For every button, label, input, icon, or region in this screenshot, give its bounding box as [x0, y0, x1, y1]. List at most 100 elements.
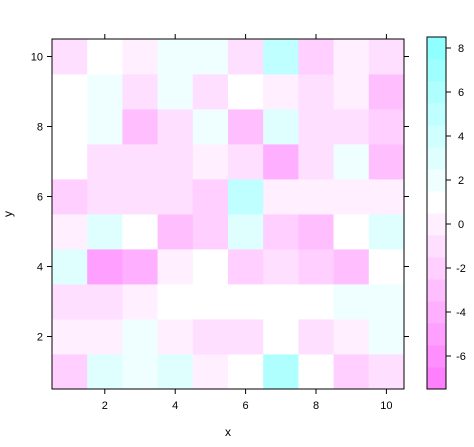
heatmap-cell: [122, 284, 158, 320]
heatmap-cell: [263, 284, 299, 320]
heatmap-cell: [368, 249, 405, 285]
y-tick-label: 2: [37, 332, 43, 344]
heatmap-cells: [52, 39, 405, 390]
colorbar-segment: [427, 301, 446, 324]
x-tick-label: 2: [102, 400, 108, 412]
heatmap-cell: [368, 179, 405, 215]
colorbar-segment: [427, 257, 446, 280]
heatmap-cell: [298, 249, 334, 285]
heatmap-cell: [368, 39, 405, 75]
heatmap-cell: [192, 39, 229, 75]
heatmap-cell: [192, 144, 229, 180]
heatmap-cell: [192, 284, 229, 320]
heatmap-cell: [263, 109, 299, 145]
heatmap-cell: [298, 39, 334, 75]
heatmap-cell: [157, 319, 194, 355]
colorbar-tick-label: -6: [456, 351, 466, 363]
colorbar-segment: [427, 191, 446, 214]
heatmap-cell: [228, 249, 264, 285]
heatmap-cell: [263, 354, 299, 390]
heatmap-cell: [52, 249, 88, 285]
heatmap-cell: [52, 284, 88, 320]
heatmap-cell: [228, 109, 264, 145]
colorbar-segment: [427, 235, 446, 258]
heatmap-cell: [192, 319, 229, 355]
x-tick-label: 8: [313, 400, 319, 412]
heatmap-cell: [263, 144, 299, 180]
colorbar-segment: [427, 59, 446, 82]
heatmap-cell: [52, 144, 88, 180]
colorbar-tick-label: -4: [456, 307, 466, 319]
heatmap-cell: [333, 284, 370, 320]
heatmap-cell: [157, 109, 194, 145]
heatmap-cell: [52, 319, 88, 355]
colorbar-tick-label: 4: [458, 131, 464, 143]
heatmap-cell: [192, 109, 229, 145]
heatmap-cell: [368, 284, 405, 320]
heatmap-cell: [298, 319, 334, 355]
heatmap-cell: [368, 319, 405, 355]
heatmap-cell: [298, 354, 334, 390]
heatmap-cell: [122, 74, 158, 110]
heatmap-cell: [368, 109, 405, 145]
heatmap-cell: [157, 249, 194, 285]
heatmap-cell: [298, 284, 334, 320]
heatmap-cell: [263, 39, 299, 75]
heatmap-cell: [192, 214, 229, 250]
heatmap-cell: [122, 39, 158, 75]
heatmap-cell: [333, 179, 370, 215]
heatmap-cell: [157, 74, 194, 110]
heatmap-cell: [263, 319, 299, 355]
heatmap-cell: [333, 249, 370, 285]
heatmap-cell: [263, 179, 299, 215]
heatmap-cell: [87, 319, 123, 355]
colorbar-segment: [427, 103, 446, 126]
heatmap-cell: [87, 249, 123, 285]
heatmap-cell: [333, 144, 370, 180]
heatmap-cell: [368, 144, 405, 180]
heatmap-cell: [52, 74, 88, 110]
heatmap-cell: [298, 109, 334, 145]
heatmap-cell: [333, 74, 370, 110]
heatmap-cell: [192, 74, 229, 110]
heatmap-cell: [122, 144, 158, 180]
heatmap-cell: [157, 354, 194, 390]
plot-frame: [51, 38, 405, 390]
y-tick-label: 6: [37, 192, 43, 204]
heatmap-cell: [87, 354, 123, 390]
heatmap-cell: [228, 354, 264, 390]
heatmap-cell: [122, 109, 158, 145]
x-tick-label: 10: [380, 400, 392, 412]
heatmap-cell: [228, 74, 264, 110]
heatmap-cell: [192, 179, 229, 215]
heatmap-cell: [228, 214, 264, 250]
y-tick-label: 4: [37, 262, 43, 274]
heatmap-cell: [368, 74, 405, 110]
heatmap-cell: [52, 39, 88, 75]
heatmap-cell: [228, 39, 264, 75]
heatmap-cell: [122, 179, 158, 215]
heatmap-cell: [157, 214, 194, 250]
heatmap-cell: [298, 179, 334, 215]
heatmap-cell: [52, 354, 88, 390]
heatmap-cell: [333, 319, 370, 355]
heatmap-cell: [157, 179, 194, 215]
colorbar-tick-label: -2: [456, 263, 466, 275]
heatmap-cell: [228, 179, 264, 215]
heatmap-cell: [263, 214, 299, 250]
colorbar-segment: [427, 147, 446, 170]
colorbar-segment: [427, 323, 446, 346]
heatmap-cell: [87, 109, 123, 145]
colorbar-segment: [427, 37, 446, 60]
heatmap-cell: [87, 74, 123, 110]
y-tick-label: 10: [31, 52, 43, 64]
heatmap-cell: [87, 284, 123, 320]
heatmap-cell: [192, 249, 229, 285]
x-tick-label: 6: [243, 400, 249, 412]
colorbar-tick-label: 6: [458, 87, 464, 99]
heatmap-cell: [157, 284, 194, 320]
colorbar-tick-label: 2: [458, 175, 464, 187]
heatmap-cell: [368, 354, 405, 390]
y-axis-title: y: [1, 211, 15, 217]
